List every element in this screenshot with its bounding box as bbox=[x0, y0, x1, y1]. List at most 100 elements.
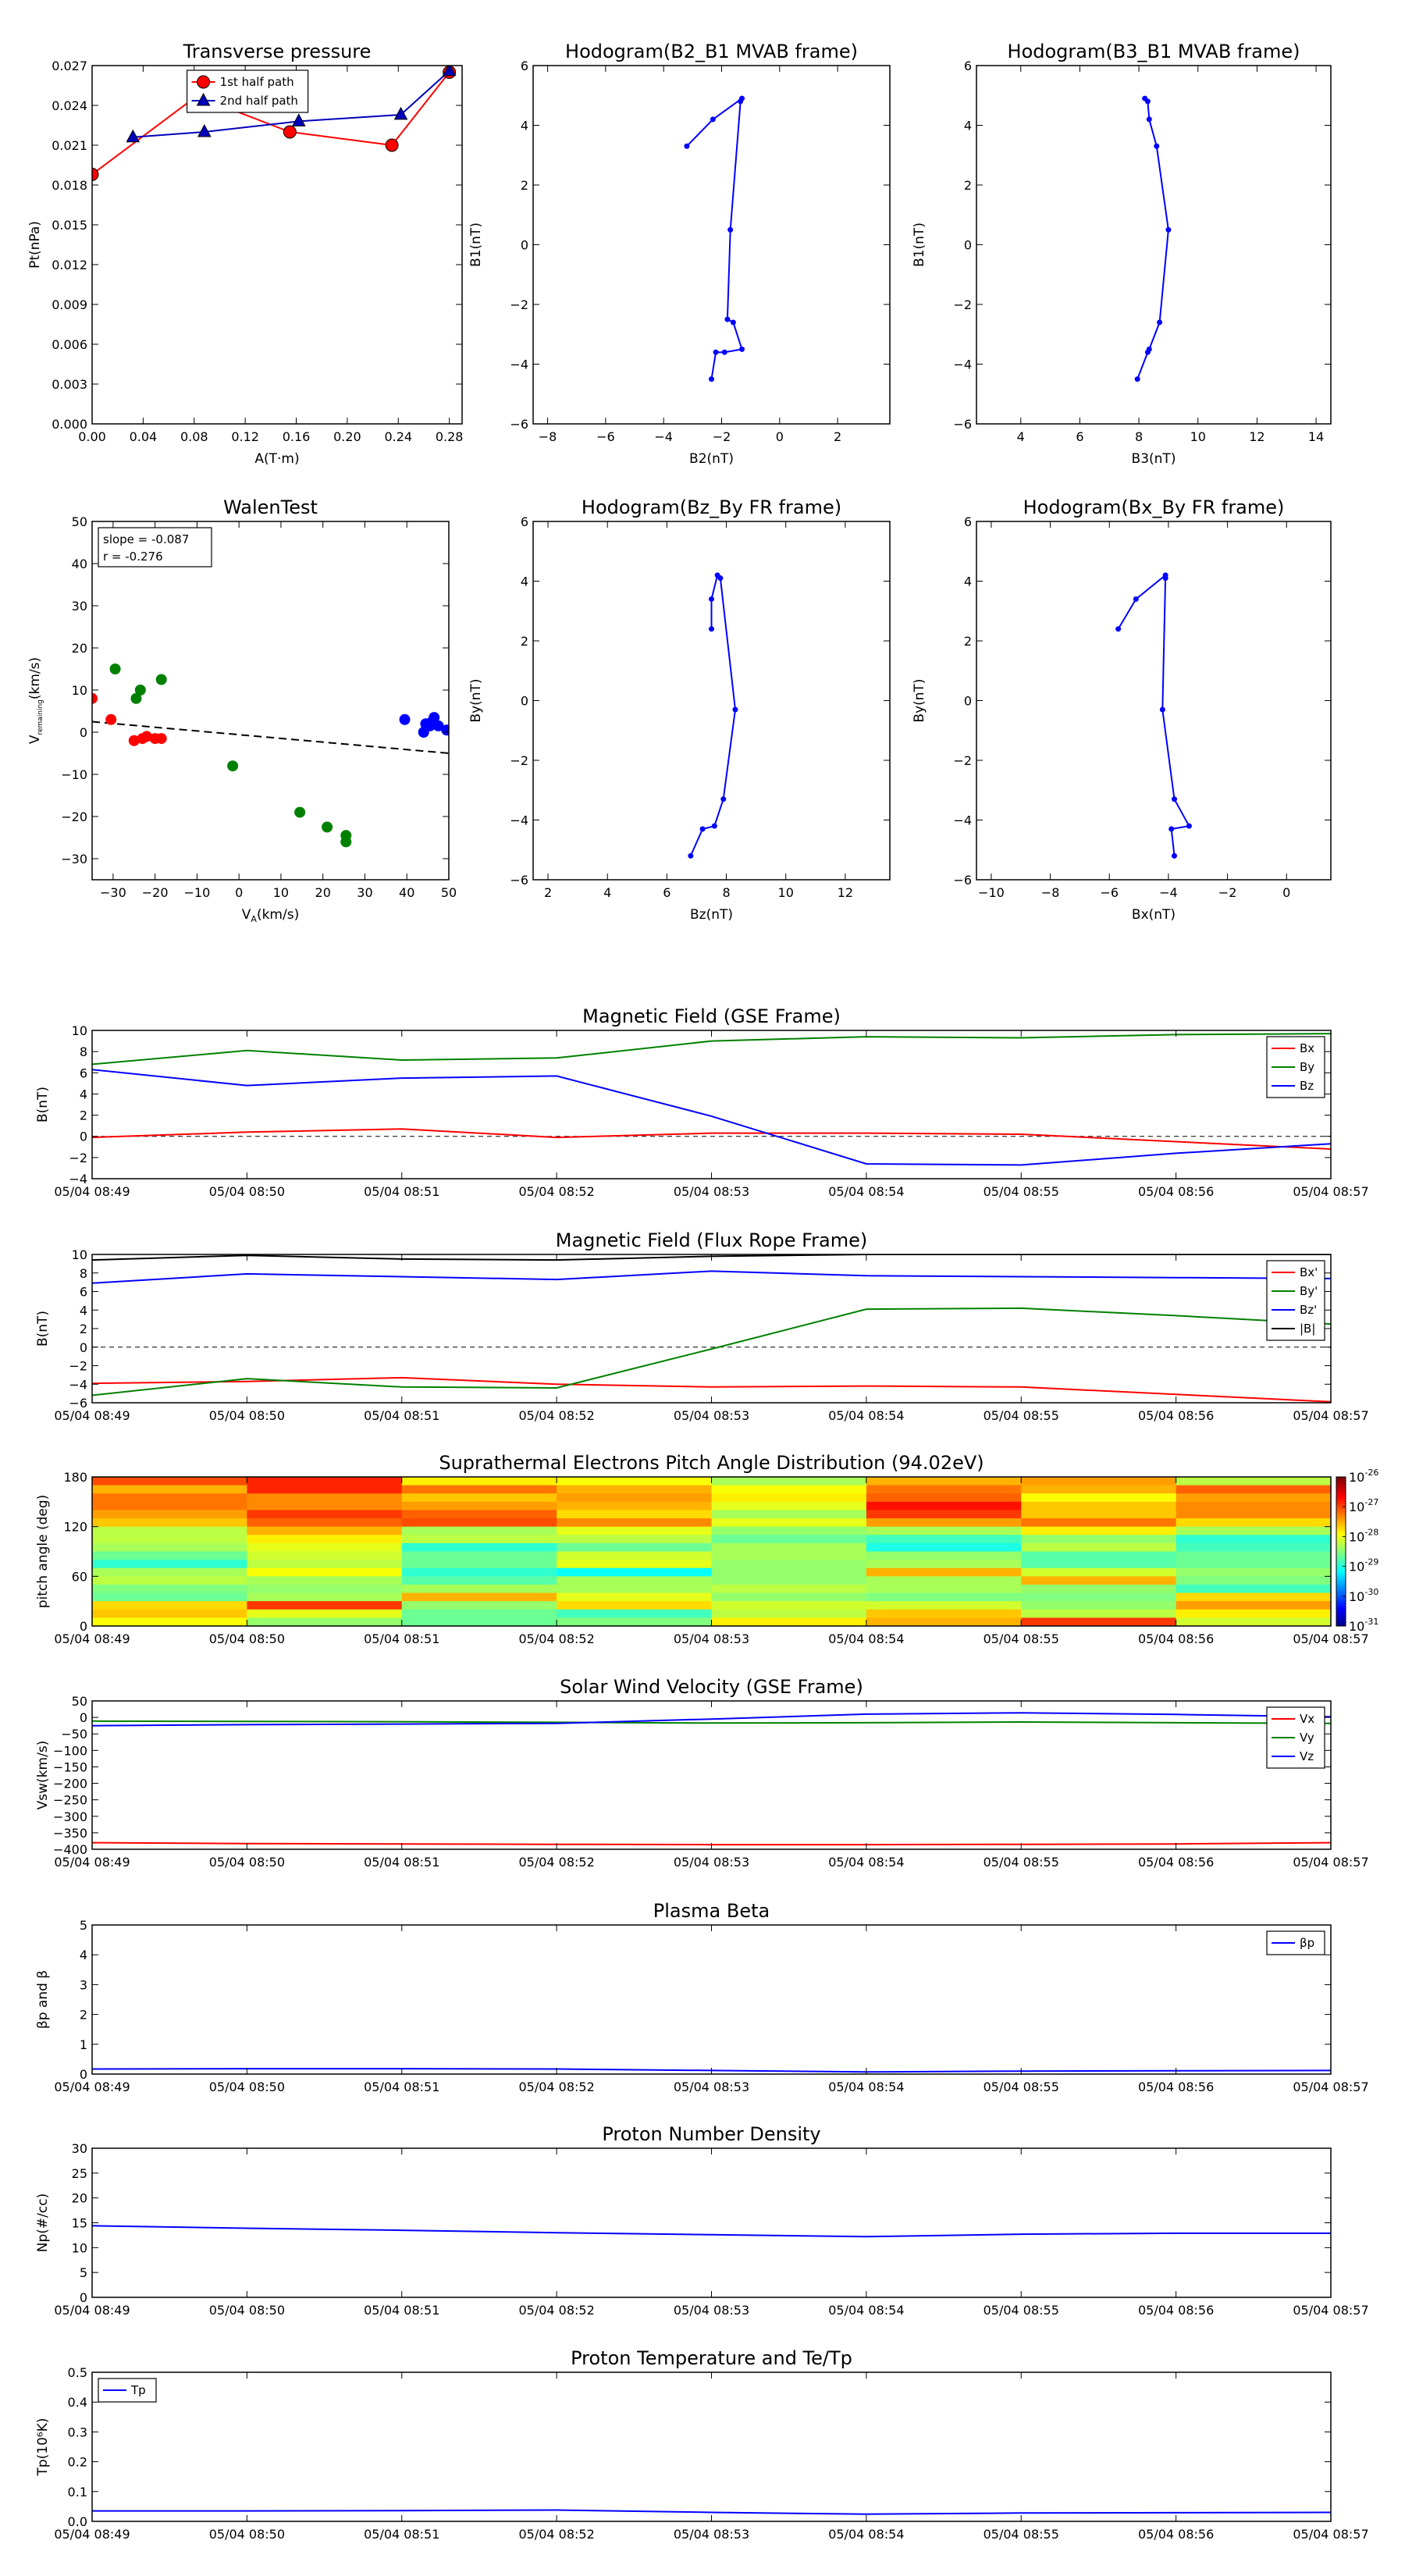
series-0-point bbox=[1159, 706, 1165, 713]
heatmap-cell bbox=[92, 1526, 247, 1535]
colorbar-band bbox=[1336, 1596, 1346, 1599]
x-tick-label: 05/04 08:50 bbox=[209, 2303, 285, 2318]
x-tick-label: 05/04 08:51 bbox=[364, 1184, 439, 1199]
colorbar-exponent: -27 bbox=[1364, 1497, 1378, 1507]
x-tick-label: −4 bbox=[654, 429, 673, 444]
x-tick-label: 10 bbox=[1190, 429, 1206, 444]
colorbar-band bbox=[1336, 1541, 1346, 1545]
colorbar-label: 10-29 bbox=[1349, 1557, 1378, 1574]
x-tick-label: 50 bbox=[441, 885, 457, 900]
series-0-point bbox=[709, 596, 714, 602]
heatmap-cell bbox=[1021, 1510, 1177, 1519]
series-Tp-line bbox=[92, 2509, 1331, 2515]
y-tick-label: 20 bbox=[72, 641, 87, 656]
series-Bz-line bbox=[92, 1270, 1331, 1284]
plot-data bbox=[1134, 95, 1172, 382]
x-tick-label: 0.16 bbox=[283, 429, 311, 444]
fit-line bbox=[92, 720, 449, 754]
chart-wt: −30 −20 −10 0 10 20 30 40 50 −30 −20 −10 0 10 20 30 40 50… bbox=[27, 496, 457, 924]
y-tick-label: 2 bbox=[521, 178, 528, 193]
y-tick-label: −2 bbox=[69, 1359, 87, 1374]
heatmap-cell bbox=[1176, 1477, 1331, 1486]
x-tick-label: 40 bbox=[399, 885, 414, 900]
legend-label: 1st half path bbox=[220, 75, 294, 89]
x-tick-label: 6 bbox=[1076, 429, 1083, 444]
x-tick-label: 05/04 08:56 bbox=[1138, 2303, 1214, 2318]
plot-data bbox=[684, 95, 745, 382]
y-tick-label: −4 bbox=[510, 358, 528, 372]
colorbar-band bbox=[1336, 1576, 1346, 1580]
series-1-point bbox=[322, 821, 333, 833]
heatmap-cell bbox=[92, 1601, 247, 1610]
plot-frame bbox=[91, 2147, 1332, 2298]
y-tick-label: −2 bbox=[510, 297, 528, 312]
x-tick-label: 05/04 08:49 bbox=[54, 1184, 130, 1199]
heatmap-cell bbox=[1021, 1535, 1177, 1544]
colorbar-band bbox=[1336, 1482, 1346, 1485]
series-0-point bbox=[684, 143, 690, 149]
heatmap-cell bbox=[1176, 1560, 1331, 1569]
y-tick-label: 0.5 bbox=[68, 2365, 87, 2380]
series-Vz-line bbox=[92, 1712, 1331, 1727]
colorbar-band bbox=[1336, 1489, 1346, 1493]
series-2ndhalfpath-point bbox=[126, 129, 140, 143]
x-tick-label: 10 bbox=[778, 885, 794, 900]
y-axis-label: βp and β bbox=[35, 1970, 51, 2029]
series-2ndhalfpath-point bbox=[197, 123, 212, 137]
series-1-point bbox=[227, 760, 239, 772]
y-tick-label: −4 bbox=[510, 813, 528, 828]
y-tick-label: 8 bbox=[80, 1044, 87, 1059]
heatmap-cell bbox=[1176, 1501, 1331, 1510]
heatmap-cell bbox=[557, 1501, 712, 1510]
series-By-line bbox=[92, 1033, 1331, 1066]
heatmap-cell bbox=[92, 1485, 247, 1494]
heatmap-cell bbox=[247, 1584, 403, 1594]
chart-tp: 0.0 0.1 0.2 0.3 0.4 0.5 05/04 08:49 05/04 08:50… bbox=[35, 2347, 1369, 2542]
colorbar-band bbox=[1336, 1606, 1346, 1610]
heatmap-cell bbox=[247, 1526, 403, 1535]
heatmap-cell bbox=[711, 1617, 867, 1626]
x-tick-label: −4 bbox=[1159, 885, 1178, 900]
heatmap-cell bbox=[557, 1493, 712, 1503]
plot-frame bbox=[91, 65, 463, 425]
heatmap-cell bbox=[401, 1485, 557, 1494]
series-1-point bbox=[109, 664, 121, 674]
heatmap-cell bbox=[866, 1601, 1022, 1610]
heatmap-cell bbox=[247, 1567, 403, 1577]
heatmap-cell bbox=[92, 1493, 247, 1503]
x-tick-label: 05/04 08:53 bbox=[674, 2080, 749, 2094]
plot-frame bbox=[91, 1924, 1332, 2075]
y-tick-label: 6 bbox=[964, 514, 972, 529]
heatmap-cell bbox=[1021, 1526, 1177, 1535]
heatmap-cell bbox=[401, 1510, 557, 1519]
series-0-point bbox=[724, 316, 731, 322]
chart-np: 0 5 10 15 20 25 30 05/04 08:49 05/04 08:50 05/04 … bbox=[35, 2123, 1369, 2318]
heatmap-cell bbox=[1176, 1617, 1331, 1626]
x-tick-label: 4 bbox=[603, 885, 611, 900]
colorbar-band bbox=[1336, 1484, 1346, 1488]
y-tick-label: −100 bbox=[53, 1743, 87, 1758]
legend: Tp bbox=[98, 2378, 157, 2403]
series-1sthalfpath-point bbox=[283, 125, 297, 139]
colorbar-band bbox=[1336, 1499, 1346, 1503]
x-tick-label: 0 bbox=[776, 429, 784, 444]
colorbar-band bbox=[1336, 1532, 1346, 1535]
y-tick-label: 5 bbox=[80, 1918, 87, 1933]
plot-data bbox=[92, 1712, 1331, 1846]
heatmap-cell bbox=[92, 1510, 247, 1519]
y-tick-label: −200 bbox=[53, 1777, 87, 1791]
y-tick-label: 6 bbox=[80, 1066, 87, 1080]
series-0-point bbox=[709, 626, 714, 632]
heatmap-cell bbox=[247, 1551, 403, 1560]
colorbar-band bbox=[1336, 1524, 1346, 1528]
x-tick-label: 05/04 08:53 bbox=[674, 2527, 749, 2542]
legend: Bx' By' Bz' |B| bbox=[1266, 1260, 1325, 1341]
y-tick-label: 0.018 bbox=[52, 178, 87, 193]
plot-data bbox=[92, 1477, 1331, 1626]
y-axis-label: By(nT) bbox=[912, 678, 927, 722]
x-axis-label: B3(nT) bbox=[1132, 451, 1176, 467]
y-tick-label: −350 bbox=[53, 1826, 87, 1841]
colorbar-band bbox=[1336, 1504, 1346, 1507]
chart-mfgse: −4 −2 0 2 4 6 8 10 05/04 08:49 05/04 08:50 05/04 0… bbox=[35, 1005, 1369, 1199]
y-tick-label: −150 bbox=[53, 1759, 87, 1774]
